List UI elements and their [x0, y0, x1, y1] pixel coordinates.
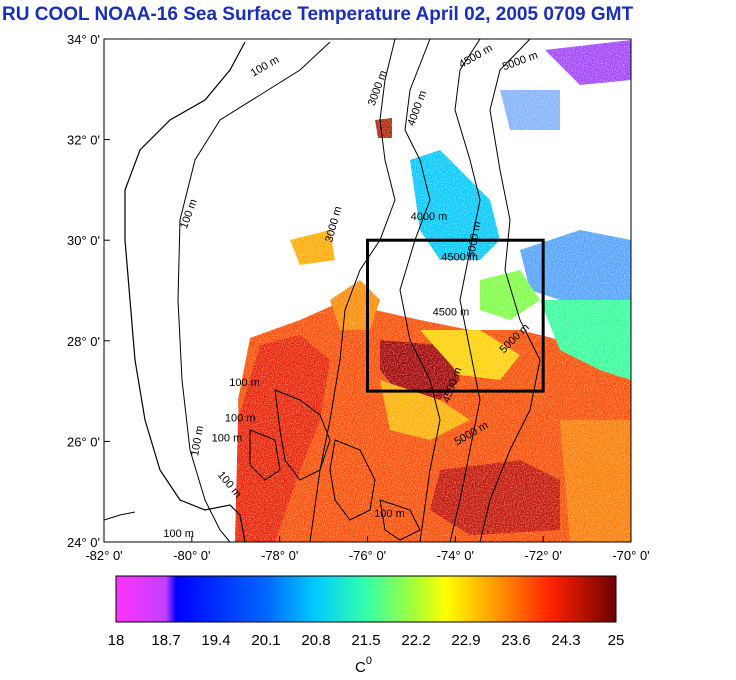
lat-tick-label: 24° 0' [67, 535, 100, 550]
contour-label: 100 m [225, 412, 256, 424]
bahamas-bank-3 [249, 429, 281, 481]
latitude-axis: 34° 0' 32° 0' 30° 0' 28° 0' 26° 0' 24° 0' [67, 32, 110, 550]
bahamas-bank-2 [329, 439, 376, 521]
contour-4500m [449, 39, 481, 542]
lat-tick-label: 26° 0' [67, 434, 100, 449]
lon-tick-label: -70° 0' [612, 548, 649, 563]
bahamas-bank-4 [379, 499, 421, 541]
lon-tick-label: -80° 0' [173, 548, 210, 563]
contour-3000m [309, 39, 396, 542]
map-title: RU COOL NOAA-16 Sea Surface Temperature … [2, 4, 634, 25]
lon-tick-label: -76° 0' [349, 548, 386, 563]
colorbar-tick-label: 20.8 [301, 632, 330, 649]
colorbar-unit-label: C0 [355, 655, 372, 676]
colorbar-tick-label: 22.9 [451, 632, 480, 649]
lon-tick-label: -82° 0' [85, 548, 122, 563]
colorbar-tick-label: 25 [608, 632, 625, 649]
longitude-axis: -82° 0' -80° 0' -78° 0' -76° 0' -74° 0' -72° … [85, 536, 650, 563]
contour-4000m [399, 39, 441, 542]
contour-label: 100 m [212, 432, 243, 444]
colorbar-ticks: 18 18.7 19.4 20.1 20.8 21.5 22.2 22.9 23.6 24.3 25 [108, 632, 625, 649]
colorbar [115, 575, 617, 623]
colorbar-tick-label: 22.2 [401, 632, 430, 649]
region-of-interest-box [366, 238, 545, 393]
colorbar-tick-label: 24.3 [551, 632, 580, 649]
contour-label: 100 m [189, 425, 206, 457]
lon-tick-label: -74° 0' [437, 548, 474, 563]
contour-label: 4500 m [441, 251, 478, 263]
lat-tick-label: 34° 0' [67, 32, 100, 47]
lat-tick-label: 28° 0' [67, 334, 100, 349]
keys-coast [104, 511, 136, 521]
colorbar-tick-label: 19.4 [201, 632, 230, 649]
colorbar-tick-label: 18.7 [151, 632, 180, 649]
colorbar-tick-label: 20.1 [251, 632, 280, 649]
colorbar-tick-label: 21.5 [351, 632, 380, 649]
lat-tick-label: 30° 0' [67, 233, 100, 248]
contour-label: 100 m [374, 508, 405, 520]
colorbar-tick-label: 23.6 [501, 632, 530, 649]
colorbar-tick-label: 18 [108, 632, 125, 649]
contour-5000m [479, 39, 541, 542]
bahamas-bank-1 [274, 389, 331, 481]
florida-coastline [124, 41, 246, 542]
contour-label: 4500 m [433, 307, 470, 319]
lon-tick-label: -72° 0' [525, 548, 562, 563]
contour-label: 100 m [229, 377, 260, 389]
contour-label: 4000 m [411, 211, 448, 223]
contour-label: 100 m [163, 528, 194, 540]
bathymetry-contours [104, 39, 541, 542]
contour-100m-shelf [177, 41, 331, 542]
lat-tick-label: 32° 0' [67, 133, 100, 148]
lon-tick-label: -78° 0' [261, 548, 298, 563]
